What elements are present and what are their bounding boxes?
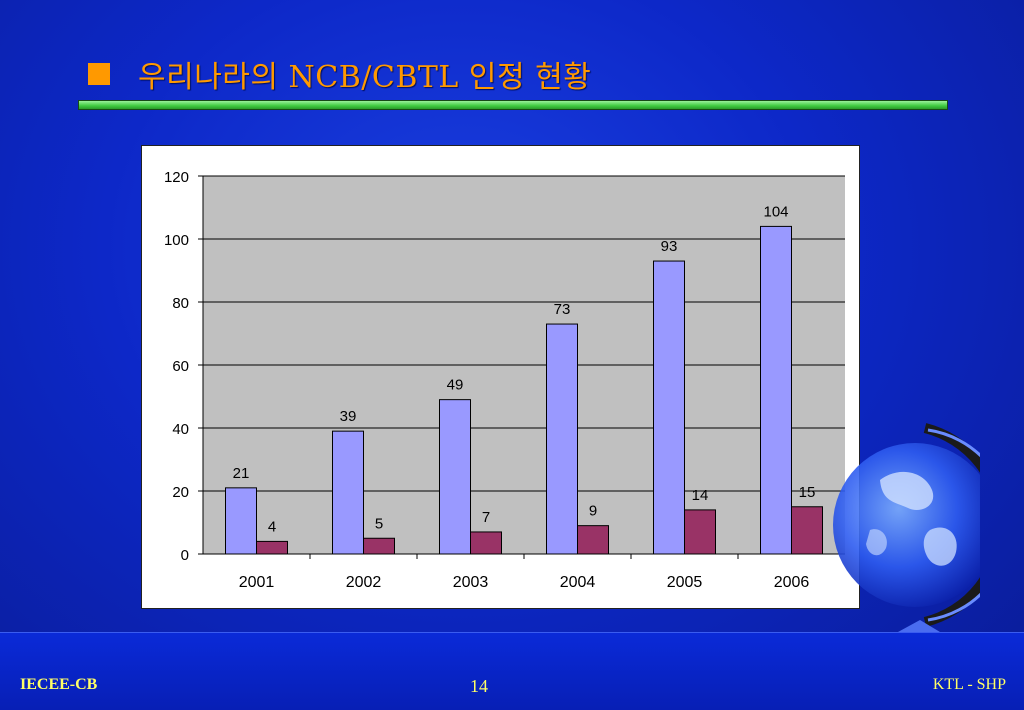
footer-band <box>0 632 1024 710</box>
data-label: 4 <box>268 518 276 535</box>
data-label: 49 <box>447 377 464 394</box>
bar <box>470 531 502 555</box>
bar <box>256 540 288 555</box>
bar <box>332 430 364 555</box>
data-label: 7 <box>482 509 490 526</box>
y-tick-label: 120 <box>164 169 189 186</box>
y-tick-label: 0 <box>181 547 189 564</box>
square-bullet-icon <box>88 63 110 85</box>
footer-right-label: KTL - SHP <box>932 676 1006 693</box>
bar <box>363 537 395 555</box>
data-label: 5 <box>375 515 383 532</box>
page-number: 14 <box>470 676 488 696</box>
data-label: 15 <box>799 484 816 501</box>
bar <box>684 509 716 555</box>
y-tick-label: 100 <box>164 232 189 249</box>
bar <box>439 399 471 555</box>
bar <box>760 225 792 555</box>
globe-icon <box>833 423 980 632</box>
y-tick-label: 40 <box>172 421 189 438</box>
y-tick-label: 80 <box>172 295 189 312</box>
bar <box>546 323 578 555</box>
data-label: 73 <box>554 301 571 318</box>
footer-left-label: IECEE-CB <box>20 676 98 693</box>
bar <box>653 260 685 555</box>
data-label: 14 <box>692 487 709 504</box>
x-tick-label: 2001 <box>239 574 275 591</box>
bar <box>791 506 823 555</box>
bar-chart: 0 20 40 60 80 100 120 2001 21 4 2002 39 5 2003 49 7 2004… <box>164 169 845 591</box>
chart-panel: 0 20 40 60 80 100 120 2001 21 4 2002 39 5 2003 49 7 2004… <box>141 145 860 609</box>
bar <box>225 487 257 555</box>
data-label: 9 <box>589 503 597 520</box>
x-tick-label: 2006 <box>774 574 810 591</box>
x-tick-label: 2003 <box>453 574 489 591</box>
data-label: 39 <box>340 408 357 425</box>
data-label: 104 <box>763 203 788 220</box>
data-label: 21 <box>233 465 250 482</box>
y-tick-label: 20 <box>172 484 189 501</box>
x-tick-label: 2005 <box>667 574 703 591</box>
data-label: 93 <box>661 238 678 255</box>
x-tick-label: 2004 <box>560 574 596 591</box>
x-tick-label: 2002 <box>346 574 382 591</box>
bar <box>577 525 609 555</box>
slide-title: 우리나라의 NCB/CBTL 인정 현황 <box>88 52 591 96</box>
title-text: 우리나라의 NCB/CBTL 인정 현황 <box>138 60 592 95</box>
y-tick-label: 60 <box>172 358 189 375</box>
title-underline <box>78 100 948 110</box>
